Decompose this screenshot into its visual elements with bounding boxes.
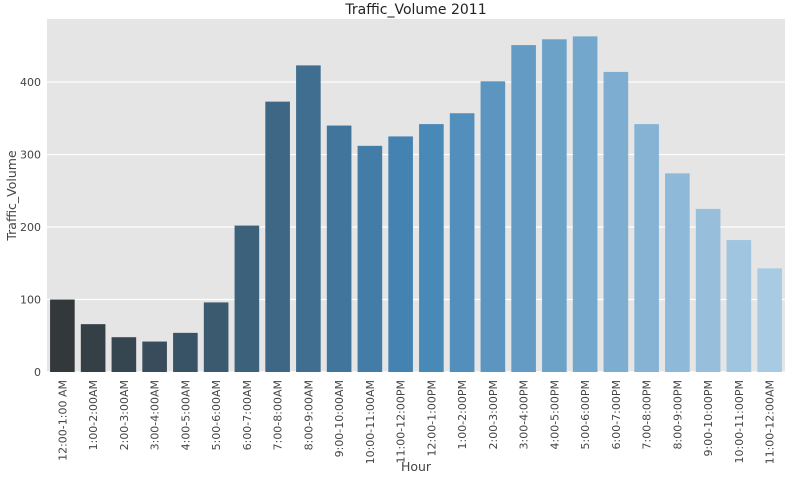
plot-background xyxy=(47,19,785,372)
bar xyxy=(265,101,290,372)
bar xyxy=(603,71,629,372)
bar xyxy=(296,65,321,373)
x-tick-label: 10:00-11:00AM xyxy=(364,380,377,464)
bar xyxy=(695,208,721,372)
bar xyxy=(111,337,137,372)
y-axis-title: Traffic_Volume xyxy=(4,150,19,242)
bar xyxy=(542,39,567,373)
x-tick-label: 11:00-12:00PM xyxy=(395,380,408,464)
bar xyxy=(80,324,106,372)
x-tick-label: 5:00-6:00PM xyxy=(579,380,592,450)
grid-lines xyxy=(47,81,785,373)
x-tick-label: 7:00-8:00PM xyxy=(641,380,654,450)
bar xyxy=(357,145,383,372)
y-tick-label: 400 xyxy=(20,76,41,89)
bar xyxy=(50,299,75,372)
y-axis-tick-labels: 0 100 200 300 400 xyxy=(20,76,41,379)
bar xyxy=(634,124,659,373)
x-tick-label: 7:00-8:00AM xyxy=(272,380,285,450)
bars xyxy=(50,36,782,373)
x-tick-label: 9:00-10:00AM xyxy=(333,380,346,457)
x-axis-title: Hour xyxy=(401,459,432,474)
bar xyxy=(757,268,782,372)
bar xyxy=(511,45,536,373)
x-tick-label: 6:00-7:00AM xyxy=(241,380,254,450)
bar xyxy=(419,124,444,373)
x-tick-label: 8:00-9:00AM xyxy=(302,380,315,450)
x-tick-label: 8:00-9:00PM xyxy=(671,380,684,450)
bar xyxy=(726,240,752,372)
x-tick-label: 6:00-7:00PM xyxy=(610,380,623,450)
x-tick-label: 3:00-4:00PM xyxy=(518,380,531,450)
x-tick-label: 12:00-1:00PM xyxy=(425,380,438,457)
bar xyxy=(449,113,475,372)
x-tick-label: 9:00-10:00PM xyxy=(702,380,715,457)
x-tick-label: 3:00-4:00AM xyxy=(149,380,162,450)
x-tick-label: 2:00-3:00AM xyxy=(118,380,131,450)
y-tick-label: 100 xyxy=(20,294,41,307)
x-tick-label: 11:00-12:00AM xyxy=(764,380,777,464)
x-tick-label: 1:00-2:00PM xyxy=(456,380,469,450)
bar xyxy=(480,81,506,372)
y-tick-label: 300 xyxy=(20,149,41,162)
bar xyxy=(142,341,167,372)
x-tick-label: 12:00-1:00 AM xyxy=(56,380,69,461)
bar xyxy=(388,136,413,372)
y-tick-label: 200 xyxy=(20,221,41,234)
bar xyxy=(203,302,229,372)
x-axis-tick-labels: 12:00-1:00 AM 1:00-2:00AM 2:00-3:00AM 3:00-… xyxy=(56,380,776,464)
bar xyxy=(665,173,690,372)
x-tick-label: 4:00-5:00PM xyxy=(548,380,561,450)
x-tick-label: 4:00-5:00AM xyxy=(179,380,192,450)
x-tick-label: 10:00-11:00PM xyxy=(733,380,746,464)
x-tick-label: 5:00-6:00AM xyxy=(210,380,223,450)
bar xyxy=(572,36,598,373)
bar xyxy=(234,225,260,372)
bar xyxy=(326,125,352,372)
x-tick-label: 2:00-3:00PM xyxy=(487,380,500,450)
bar xyxy=(173,332,198,372)
x-tick-label: 1:00-2:00AM xyxy=(87,380,100,450)
y-tick-label: 0 xyxy=(34,366,41,379)
chart-title: Traffic_Volume 2011 xyxy=(344,2,486,18)
